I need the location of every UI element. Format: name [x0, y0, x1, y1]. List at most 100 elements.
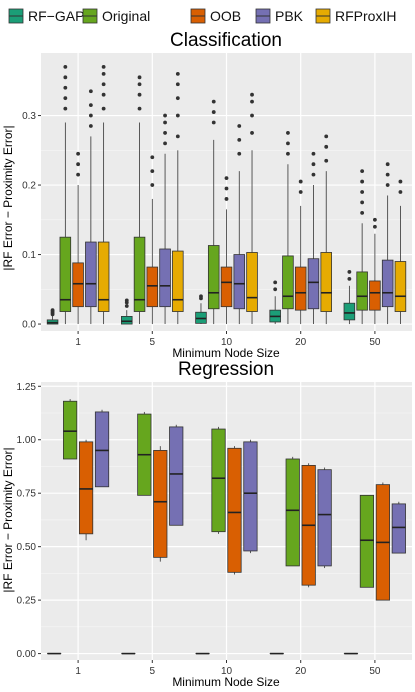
- box-rfproxih-10: [246, 92, 258, 325]
- box-original-5: [137, 411, 152, 496]
- box-pbk-50: [391, 501, 406, 554]
- y-tick-label: 1.25: [17, 382, 37, 393]
- outlier-point: [88, 89, 93, 94]
- box-body: [369, 280, 381, 311]
- classification-panel: 0.0 0.1 0.2 0.3 1 5 10 20 50: [22, 53, 412, 348]
- y-tick-label: 0.50: [17, 542, 37, 553]
- outlier-point: [150, 183, 155, 187]
- outlier-point: [211, 110, 216, 114]
- x-tick-label: 10: [221, 666, 233, 677]
- box-rf-gap-20: [269, 280, 281, 325]
- box-body: [72, 262, 84, 308]
- y-tick-label: 0.25: [17, 596, 37, 607]
- box-oob-5: [153, 446, 168, 562]
- box-body: [282, 255, 294, 310]
- box-rf-gap-5: [121, 298, 133, 325]
- outlier-point: [224, 197, 229, 201]
- box-body: [207, 245, 220, 310]
- box-body: [220, 266, 233, 308]
- x-tick-label: 20: [295, 337, 307, 348]
- outlier-point: [273, 280, 278, 285]
- box-body: [343, 302, 356, 321]
- box-body: [227, 447, 242, 573]
- box-body: [294, 266, 307, 311]
- box-body: [97, 241, 110, 312]
- box-rf-gap-50: [343, 270, 356, 325]
- regression-x-axis: 1 5 10 20 50: [75, 660, 381, 677]
- outlier-point: [360, 210, 365, 215]
- outlier-point: [76, 151, 80, 156]
- box-rfproxih-1: [97, 65, 110, 325]
- y-tick-label: 0.0: [22, 320, 36, 331]
- box-body: [317, 469, 332, 567]
- outlier-point: [324, 144, 329, 149]
- regression-x-axis-title: Minimum Node Size: [172, 675, 280, 689]
- box-body: [94, 411, 110, 488]
- box-pbk-50: [381, 162, 394, 325]
- series-pbk: [85, 89, 394, 325]
- outlier-point: [175, 96, 180, 101]
- box-rfproxih-5: [172, 71, 184, 325]
- classification-y-axis-title: |RF Error − Proximity Error|: [1, 125, 15, 270]
- outlier-point: [137, 92, 142, 97]
- box-oob-1: [72, 151, 84, 325]
- outlier-point: [360, 169, 365, 174]
- legend-label-pbk: PBK: [275, 8, 304, 24]
- outlier-point: [124, 298, 129, 303]
- classification-x-axis: 1 5 10 20 50: [75, 331, 381, 348]
- classification-y-axis: 0.0 0.1 0.2 0.3: [22, 111, 41, 331]
- x-tick-label: 50: [369, 337, 381, 348]
- legend-item-rfproxih: RFProxIH: [315, 8, 396, 24]
- x-tick-label: 1: [75, 666, 81, 677]
- box-body: [391, 503, 406, 554]
- outlier-point: [311, 151, 316, 156]
- series-rfproxih: [97, 65, 407, 325]
- outlier-point: [211, 120, 216, 125]
- outlier-point: [101, 71, 106, 76]
- outlier-point: [76, 162, 80, 167]
- outlier-point: [88, 103, 93, 108]
- outlier-point: [101, 106, 106, 111]
- box-original-1: [59, 65, 72, 325]
- outlier-point: [398, 179, 403, 184]
- box-body: [394, 261, 407, 312]
- box-body: [59, 236, 72, 312]
- outlier-point: [63, 85, 68, 90]
- box-original-50: [356, 169, 368, 325]
- box-pbk-10: [233, 124, 246, 325]
- outlier-point: [237, 137, 242, 142]
- series-original: [59, 65, 368, 325]
- box-rfproxih-20: [320, 134, 332, 325]
- box-oob-10: [227, 446, 242, 575]
- outlier-point: [175, 134, 180, 139]
- outlier-point: [250, 99, 254, 104]
- outlier-point: [163, 120, 167, 125]
- legend: RF−GAP Original OOB PBK RFProxIH: [8, 8, 396, 24]
- legend-item-oob: OOB: [190, 8, 241, 24]
- y-tick-label: 0.1: [22, 250, 36, 261]
- box-oob-5: [146, 155, 159, 325]
- box-body: [63, 400, 78, 460]
- outlier-point: [324, 158, 329, 163]
- box-body: [85, 241, 97, 308]
- regression-gridlines: [41, 382, 412, 660]
- outlier-point: [373, 217, 377, 222]
- outlier-point: [163, 113, 167, 118]
- outlier-point: [199, 294, 203, 299]
- legend-label-rfproxih: RFProxIH: [335, 8, 396, 24]
- outlier-point: [298, 179, 303, 184]
- outlier-point: [88, 113, 93, 118]
- outlier-point: [224, 176, 229, 181]
- outlier-point: [175, 113, 180, 118]
- legend-item-pbk: PBK: [255, 8, 304, 24]
- outlier-point: [237, 124, 242, 128]
- outlier-point: [163, 141, 167, 146]
- outlier-point: [137, 106, 142, 111]
- box-body: [381, 259, 394, 308]
- box-body: [121, 316, 133, 325]
- outlier-point: [250, 113, 254, 118]
- outlier-point: [88, 124, 93, 128]
- box-pbk-5: [159, 113, 171, 325]
- outlier-point: [63, 65, 68, 69]
- outlier-point: [63, 75, 68, 80]
